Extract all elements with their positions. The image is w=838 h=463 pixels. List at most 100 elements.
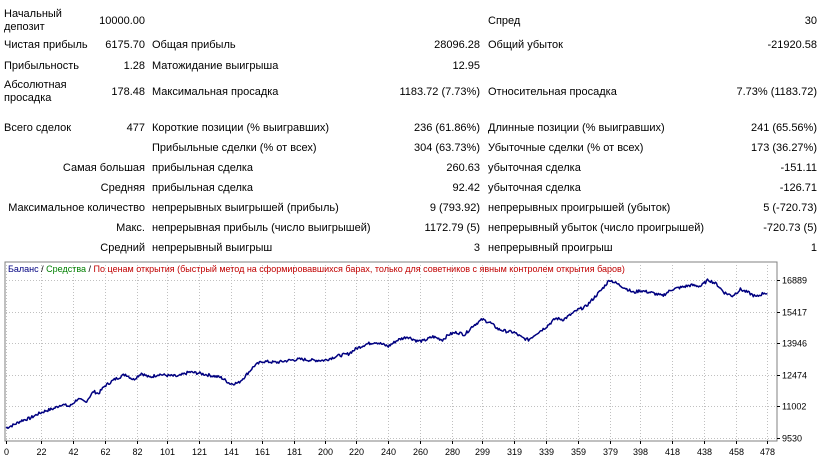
x-tick-label: 418 — [665, 447, 680, 457]
largest-profit-value: 260.63 — [446, 161, 480, 174]
total-trades-label: Всего сделок — [4, 121, 72, 134]
legend-part: По ценам открытия (быстрый метод на сфор… — [94, 264, 625, 274]
largest-profit-label: прибыльная сделка — [152, 161, 254, 174]
x-tick-label: 181 — [287, 447, 302, 457]
maximal-consecutive-profit-value: 1172.79 (5) — [424, 221, 480, 234]
y-tick-label: 15417 — [782, 308, 807, 318]
absolute-drawdown-value: 178.48 — [111, 85, 145, 98]
max-consecutive-losses-value: 5 (-720.73) — [763, 201, 817, 214]
report-row: Прибыльность 1.28 Матожидание выигрыша 12.9… — [0, 59, 838, 73]
report-row: Абсолютная просадка 178.48 Максимальная пр… — [0, 79, 838, 105]
largest-label: Самая большая — [62, 161, 145, 174]
profit-factor-label: Прибыльность — [4, 59, 79, 72]
balance-chart: 0 22 42 62 82 101 121 141 161 181 200 220 240 260 280 2… — [0, 258, 838, 463]
report-row: Прибыльные сделки (% от всех) 304 (63.73%… — [0, 141, 838, 155]
max-consecutive-losses-label: непрерывных проигрышей (убыток) — [488, 201, 671, 214]
y-tick-label: 9530 — [782, 434, 802, 444]
x-tick-label: 339 — [539, 447, 554, 457]
x-tick-label: 101 — [160, 447, 175, 457]
x-tick-label: 141 — [224, 447, 239, 457]
long-positions-label: Длинные позиции (% выигравших) — [488, 121, 665, 134]
report-row: Самая большая прибыльная сделка 260.63 убыт… — [0, 161, 838, 175]
chart-svg: 0 22 42 62 82 101 121 141 161 181 200 220 240 260 280 2… — [4, 261, 807, 457]
x-tick-label: 42 — [68, 447, 78, 457]
y-tick-label: 16889 — [782, 276, 807, 286]
gross-loss-value: -21920.58 — [767, 38, 817, 51]
x-tick-label: 240 — [381, 447, 396, 457]
x-tick-label: 22 — [36, 447, 46, 457]
y-tick-label: 13946 — [782, 339, 807, 349]
x-tick-label: 0 — [4, 447, 9, 457]
average-loss-value: -126.71 — [779, 181, 817, 194]
profit-trades-value: 304 (63.73%) — [413, 141, 480, 154]
expected-payoff-value: 12.95 — [452, 59, 480, 72]
x-tick-label: 161 — [255, 447, 270, 457]
x-tick-label: 220 — [349, 447, 364, 457]
profit-factor-value: 1.28 — [123, 59, 145, 72]
initial-deposit-value: 10000.00 — [99, 14, 145, 27]
average-consecutive-label: Средний — [100, 241, 145, 254]
max-drawdown-value: 1183.72 (7.73%) — [399, 85, 480, 98]
gross-profit-label: Общая прибыль — [152, 38, 236, 51]
maximal-consecutive-profit-label: непрерывная прибыль (число выигрышей) — [152, 221, 371, 234]
absolute-drawdown-label: Абсолютная просадка — [4, 79, 67, 104]
x-tick-label: 478 — [760, 447, 775, 457]
gross-loss-label: Общий убыток — [488, 38, 563, 51]
y-tick-label: 12474 — [782, 371, 807, 381]
x-tick-label: 299 — [475, 447, 490, 457]
report-row: Чистая прибыль 6175.70 Общая прибыль 28096.… — [0, 38, 838, 52]
average-consecutive-wins-value: 3 — [473, 241, 480, 254]
report-row: Средний непрерывный выигрыш 3 непрерывный п… — [0, 241, 838, 255]
x-tick-label: 121 — [192, 447, 207, 457]
max-consecutive-wins-label: непрерывных выигрышей (прибыль) — [152, 201, 339, 214]
x-tick-label: 260 — [413, 447, 428, 457]
x-tick-label: 359 — [571, 447, 586, 457]
x-tick-label: 200 — [318, 447, 333, 457]
x-tick-label: 62 — [100, 447, 110, 457]
average-consecutive-wins-label: непрерывный выигрыш — [152, 241, 273, 254]
max-drawdown-label: Максимальная просадка — [152, 85, 279, 98]
x-tick-label: 398 — [633, 447, 648, 457]
short-positions-label: Короткие позиции (% выигравших) — [152, 121, 330, 134]
x-tick-label: 319 — [507, 447, 522, 457]
x-tick-label: 82 — [132, 447, 142, 457]
average-label: Средняя — [100, 181, 145, 194]
average-loss-label: убыточная сделка — [488, 181, 581, 194]
spread-label: Спред — [488, 14, 521, 27]
report-row: Макс. непрерывная прибыль (число выигрыше… — [0, 221, 838, 235]
legend-part: / — [39, 264, 47, 274]
gross-profit-value: 28096.28 — [434, 38, 480, 51]
report-row: Всего сделок 477 Короткие позиции (% выигр… — [0, 121, 838, 135]
legend-part: Средства — [46, 264, 86, 274]
initial-deposit-label: Начальный депозит — [4, 8, 62, 33]
average-profit-value: 92.42 — [452, 181, 480, 194]
legend-part: / — [86, 264, 94, 274]
short-positions-value: 236 (61.86%) — [413, 121, 480, 134]
chart-frame — [4, 261, 778, 442]
x-tick-label: 458 — [729, 447, 744, 457]
max-consecutive-label: Максимальное количество — [8, 201, 145, 214]
x-tick-label: 379 — [603, 447, 618, 457]
chart-legend: Баланс / Средства / По ценам открытия (б… — [8, 264, 625, 274]
legend-part: Баланс — [8, 264, 39, 274]
profit-trades-label: Прибыльные сделки (% от всех) — [152, 141, 317, 154]
max-consecutive-wins-value: 9 (793.92) — [429, 201, 480, 214]
average-profit-label: прибыльная сделка — [152, 181, 254, 194]
total-trades-value: 477 — [126, 121, 145, 134]
average-consecutive-losses-label: непрерывный проигрыш — [488, 241, 613, 254]
maximal-consecutive-loss-label: непрерывный убыток (число проигрышей) — [488, 221, 705, 234]
y-tick-label: 11002 — [782, 402, 806, 412]
report-row: Начальный депозит 10000.00 Спред 30 — [0, 8, 838, 34]
largest-loss-label: убыточная сделка — [488, 161, 581, 174]
x-tick-label: 438 — [697, 447, 712, 457]
net-profit-value: 6175.70 — [105, 38, 145, 51]
report-row: Средняя прибыльная сделка 92.42 убыточная с… — [0, 181, 838, 195]
x-tick-label: 280 — [445, 447, 460, 457]
spread-value: 30 — [804, 14, 817, 27]
maximal-label: Макс. — [116, 221, 145, 234]
relative-drawdown-label: Относительная просадка — [488, 85, 617, 98]
report-row: Максимальное количество непрерывных выигр… — [0, 201, 838, 215]
report-summary: Начальный депозит 10000.00 Спред 30 Чистая п… — [0, 8, 838, 255]
balance-series-line — [5, 278, 768, 430]
largest-loss-value: -151.11 — [780, 161, 818, 174]
